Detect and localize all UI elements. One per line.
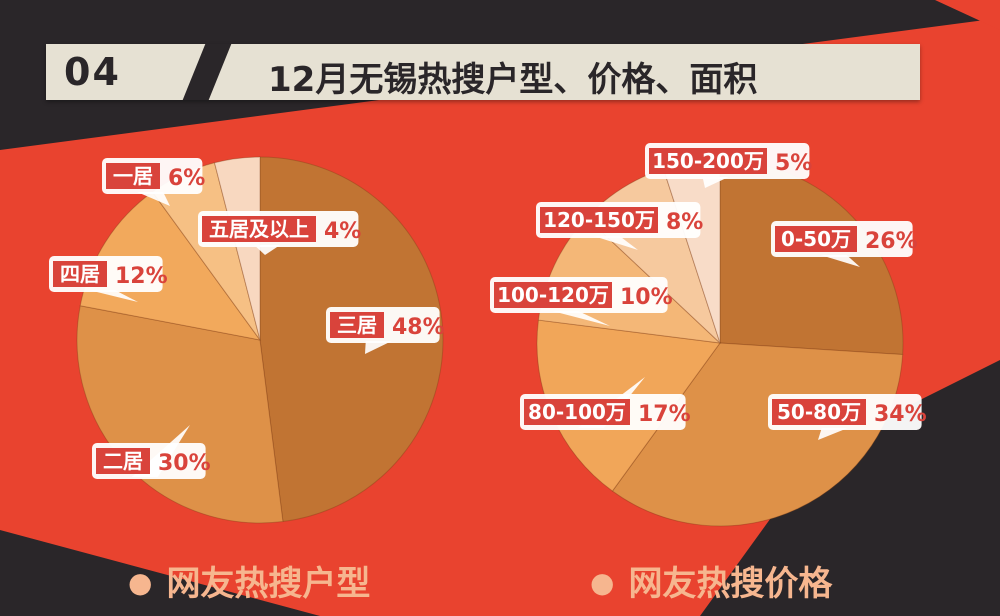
slice-percent: 6% [168,166,205,191]
callout-tail [820,255,860,267]
slice-label: 150-200万 [652,149,764,173]
slice-percent: 34% [874,402,927,427]
slice-percent: 30% [158,451,211,476]
callout-tag [106,163,160,189]
callout-tail [254,245,281,255]
callout-tag [775,226,857,252]
slice-percent: 26% [865,229,918,254]
pie-label: 0-50万 26% [771,221,918,267]
callout-tail [365,341,392,354]
pie-slice [719,159,904,356]
callout-tail [137,192,170,206]
slice-label: 80-100万 [528,400,626,424]
callout-tag [96,448,150,474]
pie-label: 一居 6% [102,158,205,206]
pie-slice [79,191,262,341]
slice-label: 四居 [60,262,100,286]
callout-tag [772,399,866,425]
callout-tag [330,312,384,338]
slice-label: 100-120万 [497,283,609,307]
pie-label: 四居 12% [49,256,168,302]
bullet-icon: ● [590,566,615,599]
slice-percent: 4% [324,219,361,244]
pie-label: 50-80万 34% [768,394,927,440]
callout-tail [818,428,848,440]
pie-label: 三居 48% [326,307,445,354]
slice-percent: 17% [638,402,691,427]
pie-label: 五居及以上 4% [198,211,361,255]
callout-tag [494,282,612,308]
pie-label: 100-120万 10% [490,277,673,326]
slice-label: 0-50万 [781,227,851,251]
pie-chart-unit-type: 三居 48% 二居 30% 四居 12% 一居 6% 五居及以上 4% [49,156,445,524]
slice-label: 一居 [113,164,153,188]
pie-label: 150-200万 5% [645,143,812,188]
callout-tag [524,399,630,425]
slice-percent: 5% [775,151,812,176]
slice-label: 50-80万 [777,400,861,424]
pie-title-unit-type-text: 网友热搜户型 [166,564,371,604]
slice-label: 二居 [103,449,143,473]
pie-label: 二居 30% [92,425,211,479]
callout-tag [649,148,767,174]
callout-tail [88,290,138,302]
slice-percent: 48% [392,315,445,340]
pie-chart-price: 0-50万 26% 50-80万 34% 80-100万 17% 100-120万 10% 12… [490,143,927,527]
slice-percent: 8% [666,210,703,235]
pie-title-price-text: 网友热搜价格 [628,564,833,604]
callout-tail [593,236,638,250]
callout-tail [552,311,610,326]
slice-label: 120-150万 [543,208,655,232]
slice-label: 三居 [337,313,377,337]
header-number: 04 [64,50,121,94]
callout-tag [540,207,658,233]
callout-tag [53,261,107,287]
pie-title-price: ● 网友热搜价格 [590,556,832,605]
bullet-icon: ● [128,566,153,599]
slice-percent: 12% [115,264,168,289]
pie-label: 80-100万 17% [520,377,691,430]
slice-percent: 10% [620,285,673,310]
callout-tail [702,177,729,188]
header-title: 12月无锡热搜户型、价格、面积 [268,60,758,100]
pie-title-unit-type: ● 网友热搜户型 [128,556,370,605]
header-bar: 04 12月无锡热搜户型、价格、面积 [46,44,920,100]
pie-label: 120-150万 8% [536,202,703,250]
pie-slice [213,156,261,341]
callout-tag [202,216,316,242]
slice-label: 五居及以上 [209,217,309,241]
